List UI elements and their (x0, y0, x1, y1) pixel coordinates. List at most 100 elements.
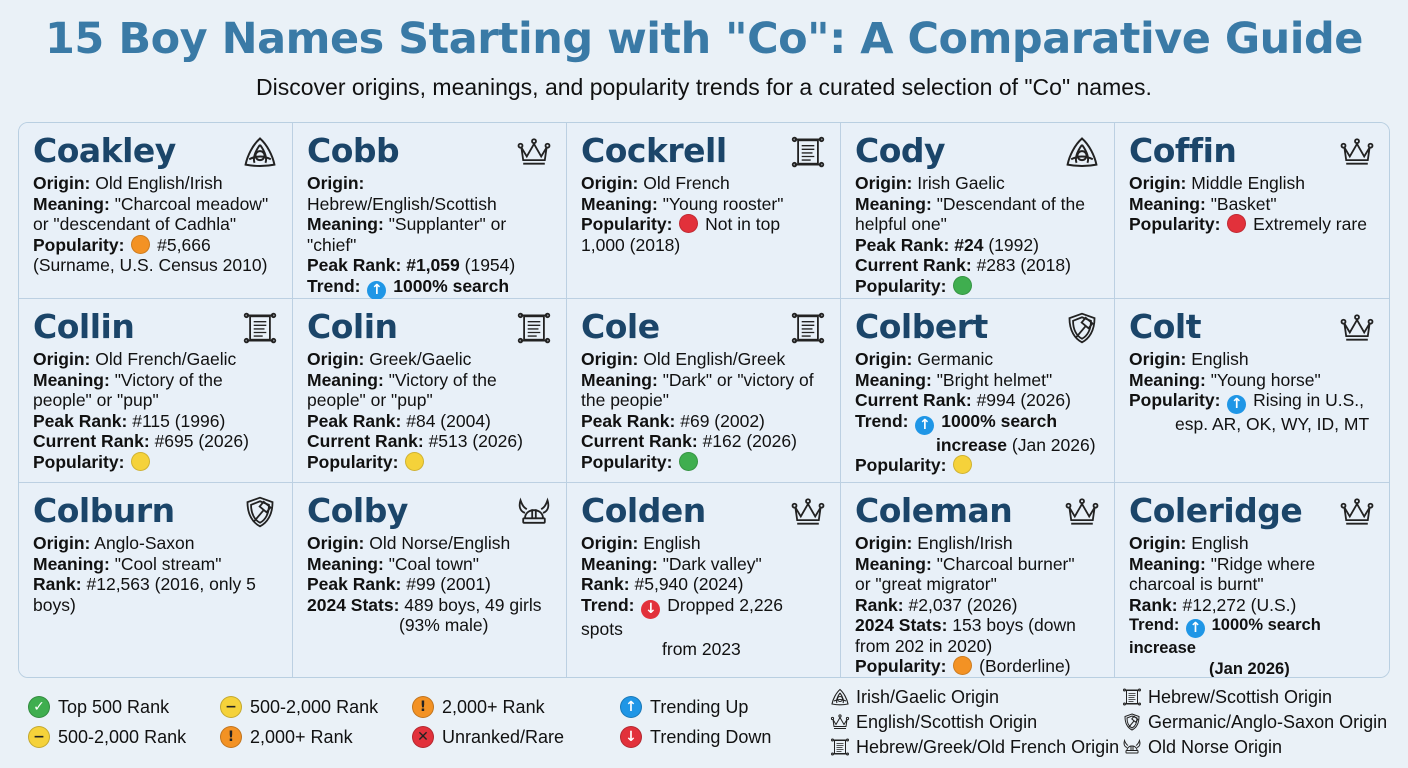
exclamation-icon: ! (220, 726, 242, 748)
trend-label: Trend: (307, 275, 361, 296)
current-rank-label: Current Rank: (855, 390, 972, 410)
name-title: Coffin (1129, 131, 1237, 170)
current-rank-value: #994 (2026) (976, 390, 1071, 410)
meaning-value-cont: helpful one" (855, 214, 947, 234)
status-red-icon (1227, 214, 1247, 233)
scroll-icon (790, 135, 826, 169)
origin-label: Origin: (33, 173, 91, 193)
status-yellow-icon (131, 451, 151, 471)
crown-icon (1339, 495, 1375, 529)
meaning-label: Meaning: (855, 553, 932, 574)
meaning-label: Meaning: (307, 369, 384, 390)
name-title: Colbert (855, 307, 988, 346)
meaning-value: "Young horse" (1210, 369, 1321, 390)
name-card-cockrell: Cockrell Origin: Old French Meaning: "Yo… (567, 123, 841, 299)
trend-value: 1000% search (941, 410, 1058, 431)
origin-value: Irish Gaelic (917, 173, 1005, 193)
name-card-cody: Cody Origin: Irish Gaelic Meaning: "Desc… (841, 123, 1115, 299)
trend-value-cont: (Jan 2026) (1209, 659, 1290, 678)
trend-up-icon: ↑ (915, 415, 935, 435)
current-rank-value: #513 (2026) (428, 431, 523, 451)
stats-value-cont: from 202 in 2020) (855, 635, 993, 656)
origin-value: Old Norse/English (369, 533, 511, 553)
peak-rank-year: (1992) (988, 234, 1039, 255)
meaning-label: Meaning: (33, 193, 110, 214)
trend-label: Trend: (855, 410, 909, 431)
name-title: Colden (581, 491, 706, 530)
name-card-colburn: Colburn Origin: Anglo-Saxon Meaning: "Co… (19, 483, 293, 678)
origin-label: Origin: (1129, 173, 1187, 193)
celtic-knot-icon (830, 687, 850, 707)
peak-rank-value: #99 (2001) (406, 574, 491, 594)
crown-icon (1064, 495, 1100, 529)
name-title: Cockrell (581, 131, 727, 170)
legend-label: 500-2,000 Rank (58, 727, 187, 747)
page-title: 15 Boy Names Starting with "Co": A Compa… (45, 14, 1363, 64)
name-title: Cody (855, 131, 946, 170)
origin-label: Origin: (855, 349, 913, 369)
stats-value: 489 boys, 49 girls (404, 594, 542, 615)
trend-up-icon: ↑ (367, 280, 387, 300)
trend-up-icon: ↑ (1186, 619, 1206, 638)
legend-label: Hebrew/Scottish Origin (1148, 687, 1333, 707)
name-card-colby: Colby Origin: Old Norse/English Meaning:… (293, 483, 567, 677)
popularity-label: Popularity: (855, 656, 947, 676)
meaning-label: Meaning: (1129, 369, 1206, 390)
crown-icon (1339, 311, 1375, 345)
meaning-label: Meaning: (581, 553, 658, 574)
origin-value: English (643, 533, 701, 553)
meaning-label: Meaning: (1129, 193, 1206, 214)
origin-label: Origin: (855, 533, 913, 553)
arrow-down-icon: ↓ (620, 726, 642, 748)
origin-label: Origin: (307, 173, 365, 193)
popularity-note: (Surname, U.S. Census 2010) (33, 255, 268, 275)
popularity-label: Popularity: (33, 451, 125, 472)
shield-hammer-icon (1064, 311, 1100, 345)
meaning-value-cont: people" or "pup" (307, 390, 433, 410)
peak-rank-label: Peak Rank: (307, 410, 402, 431)
crown-icon (830, 712, 850, 732)
scroll-icon (790, 311, 826, 345)
legend-hebrew-scottish: Hebrew/Scottish Origin (1122, 686, 1332, 708)
meaning-label: Meaning: (307, 214, 384, 234)
name-card-colden: Colden Origin: English Meaning: "Dark va… (567, 483, 841, 677)
meaning-value: "Coal town" (388, 553, 479, 574)
legend-hebrew-greek-french: Hebrew/Greek/Old French Origin (830, 736, 1119, 758)
peak-rank-label: Peak Rank: (307, 574, 402, 594)
peak-rank-label: Peak Rank: (855, 234, 950, 255)
name-title: Collin (33, 307, 135, 346)
legend-irish-gaelic: Irish/Gaelic Origin (830, 686, 999, 708)
legend-label: English/Scottish Origin (856, 712, 1038, 732)
legend-label: 2,000+ Rank (442, 697, 545, 717)
crown-icon (790, 495, 826, 529)
name-card-collin: Collin Origin: Old French/Gaelic Meaning… (19, 299, 293, 483)
popularity-label: Popularity: (33, 677, 124, 678)
peak-rank-value: #115 (1996) (132, 410, 226, 431)
celtic-knot-icon (1064, 135, 1100, 169)
legend-label: Germanic/Anglo-Saxon Origin (1148, 712, 1388, 732)
meaning-label: Meaning: (307, 553, 384, 574)
current-rank-value: #162 (2026) (702, 431, 797, 451)
origin-value: Hebrew/English/Scottish (307, 193, 497, 214)
legend-label: Trending Down (650, 727, 772, 747)
meaning-value: "Supplanter" or "chief" (307, 214, 507, 255)
rank-value: #5,940 (2024) (634, 574, 744, 594)
origin-label: Origin: (33, 533, 91, 553)
origin-label: Origin: (307, 533, 365, 553)
legend-label: Unranked/Rare (442, 727, 565, 747)
trend-down-icon: ↓ (641, 599, 661, 619)
meaning-label: Meaning: (581, 193, 658, 214)
peak-rank-value: #1,059 (406, 255, 460, 275)
scroll-icon (516, 311, 552, 345)
status-orange-icon (131, 234, 151, 254)
peak-rank-value: #84 (2004) (406, 410, 491, 431)
name-card-colt: Colt Origin: English Meaning: "Young hor… (1115, 299, 1389, 483)
legend: ✓ Top 500 Rank − 500-2,000 Rank ! 2,000+… (0, 684, 1408, 768)
page-subtitle: Discover origins, meanings, and populari… (256, 74, 1152, 100)
meaning-label: Meaning: (33, 553, 110, 574)
origin-label: Origin: (855, 173, 913, 193)
meaning-value: "Young rooster" (662, 193, 784, 214)
origin-value: Germanic (917, 349, 994, 369)
legend-500-2000-b: − 500-2,000 Rank (28, 726, 186, 748)
rank-label: Rank: (1129, 594, 1178, 615)
